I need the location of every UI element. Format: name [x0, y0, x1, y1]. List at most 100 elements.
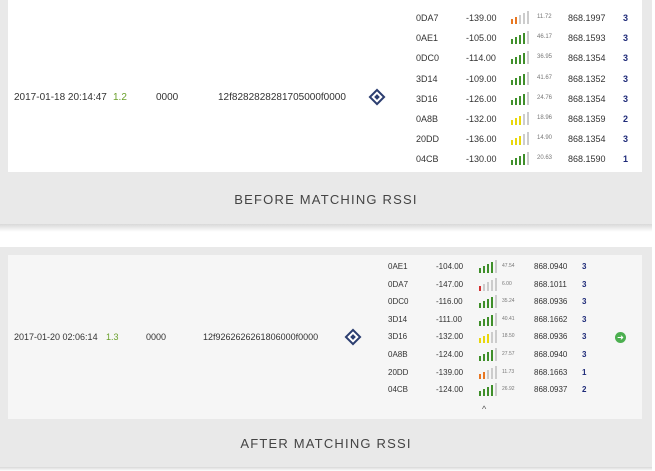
snr-value: 6.00	[502, 280, 512, 287]
channel: 2	[582, 385, 587, 395]
signal-bar	[515, 118, 517, 125]
signal-bar	[511, 160, 513, 166]
signal-bar	[495, 260, 497, 273]
frequency: 868.0940	[534, 350, 568, 359]
payload-hash: 12f8282828281705000f0000	[218, 92, 346, 103]
gateway-row: 20DD -136.00 14.90 868.1354 3	[8, 132, 642, 150]
signal-bar	[523, 93, 525, 105]
snr-value: 20.63	[537, 155, 553, 162]
signal-bar	[483, 318, 485, 326]
signal-bar	[519, 15, 521, 24]
gateway-id: 0DC0	[388, 297, 409, 307]
signal-strength-icon	[479, 365, 497, 379]
gateway-row: 04CB -130.00 20.63 868.1590 1	[8, 152, 642, 170]
channel: 3	[582, 314, 587, 324]
signal-strength-icon	[479, 295, 497, 309]
signal-bar	[487, 334, 489, 344]
gateway-id: 20DD	[388, 367, 409, 377]
frequency: 868.0936	[534, 332, 568, 342]
rssi-value: -139.00	[466, 13, 497, 23]
signal-bar	[483, 266, 485, 273]
channel: 3	[582, 279, 587, 289]
signal-strength-icon	[511, 31, 529, 45]
signal-bar	[495, 277, 497, 291]
after-caption: AFTER MATCHING RSSI	[240, 436, 412, 451]
signal-bar	[511, 19, 513, 24]
gateway-id: 3D14	[388, 314, 408, 324]
signal-strength-icon	[511, 91, 529, 105]
snr-value: 27.57	[502, 351, 515, 357]
signal-bar	[511, 39, 513, 45]
signal-bar	[523, 114, 525, 125]
gateway-id: 04CB	[416, 154, 439, 165]
code: 0000	[156, 92, 179, 103]
gateway-id: 04CB	[388, 385, 409, 395]
signal-bar	[491, 297, 493, 309]
signal-bar	[495, 295, 497, 309]
before-panel: 2017-01-18 20:14:47 1.2 0000 12f82828282…	[0, 0, 652, 224]
snr-value: 11.73	[502, 368, 515, 375]
signal-bar	[515, 138, 517, 146]
signal-bar	[511, 140, 513, 146]
channel: 3	[623, 33, 629, 44]
code: 0000	[146, 332, 167, 342]
signal-bar	[487, 264, 489, 273]
signal-bar	[511, 79, 513, 85]
gateway-id: 0DA7	[416, 13, 439, 23]
signal-bar	[495, 330, 497, 344]
signal-bar	[519, 55, 521, 65]
signal-bar	[487, 352, 489, 361]
gateway-row: 0A8B -124.00 27.57 868.0940 3	[8, 348, 642, 366]
divider	[0, 467, 652, 471]
signal-bar	[487, 369, 489, 379]
frequency: 868.1997	[568, 13, 606, 23]
channel: 3	[582, 297, 587, 307]
gateway-row: 3D16 -126.00 24.76 868.1354 3	[8, 91, 642, 110]
signal-bar	[519, 35, 521, 45]
signal-strength-icon	[511, 51, 529, 65]
signal-bar	[487, 281, 489, 291]
signal-strength-icon	[479, 260, 497, 273]
signal-bar	[515, 17, 517, 24]
frequency: 868.1354	[568, 53, 606, 64]
gateway-row: 0AE1 -105.00 46.17 868.1593 3	[8, 31, 642, 49]
rssi-value: -139.00	[436, 367, 464, 377]
signal-strength-icon	[511, 112, 529, 125]
rssi-value: -126.00	[466, 93, 497, 104]
signal-bar	[527, 71, 529, 85]
snr-value: 40.41	[502, 315, 515, 322]
signal-bar	[515, 57, 517, 65]
signal-bar	[479, 303, 481, 309]
caret-up-icon[interactable]: ^	[482, 404, 487, 414]
gateway-id: 3D16	[416, 93, 438, 104]
channel: 3	[623, 73, 629, 84]
frequency: 868.1593	[568, 33, 606, 44]
signal-bar	[479, 391, 481, 397]
snr-value: 35.24	[502, 298, 515, 305]
rssi-value: -109.00	[466, 73, 497, 84]
signal-bar	[483, 389, 485, 397]
channel: 3	[623, 93, 629, 104]
gateway-row: 0DA7 -147.00 6.00 868.1011 3	[8, 277, 642, 296]
channel: 3	[623, 13, 629, 23]
channel: 3	[623, 134, 629, 145]
snr-value: 18.50	[502, 333, 515, 340]
signal-bar	[487, 316, 489, 326]
gateway-row: 0DC0 -114.00 36.95 868.1354 3	[8, 51, 642, 69]
channel: 1	[623, 154, 629, 165]
gateway-id: 0DA7	[388, 279, 409, 289]
frequency: 868.1663	[534, 367, 568, 377]
gateway-row: 0DC0 -116.00 35.24 868.0936 3	[8, 295, 642, 313]
signal-bar	[491, 314, 493, 326]
arrow-circle-icon[interactable]: ➜	[615, 332, 626, 343]
signal-bar	[523, 53, 525, 65]
gateway-row: 3D14 -109.00 41.67 868.1352 3	[8, 71, 642, 90]
signal-bar	[527, 31, 529, 45]
gateway-row: 0A8B -132.00 18.96 868.1359 2	[8, 112, 642, 130]
gateway-row: 20DD -139.00 11.73 868.1663 1	[8, 365, 642, 384]
signal-bar	[483, 301, 485, 309]
rssi-value: -147.00	[436, 279, 464, 289]
rssi-value: -124.00	[436, 385, 464, 395]
signal-strength-icon	[479, 277, 497, 291]
signal-bar	[515, 158, 517, 166]
